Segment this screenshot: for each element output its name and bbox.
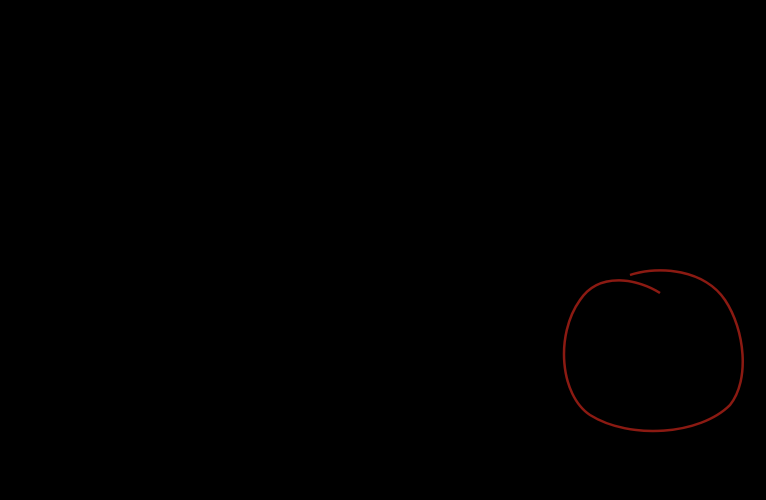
x-tick-label: 0.95	[85, 430, 110, 445]
x-tick-label: 1.11	[425, 430, 449, 445]
x-tick-label: 1.25	[725, 430, 750, 445]
x-tick-label: 1.18	[575, 430, 600, 445]
chart-title: Defensive Transition Points Per Possessi…	[20, 11, 653, 31]
bar	[437, 88, 474, 424]
y-tick-label: 50	[76, 50, 90, 65]
x-tick-label: 1.06	[311, 430, 336, 445]
x-tick-label: 1.14	[499, 430, 524, 445]
bar	[249, 387, 286, 424]
bar	[550, 278, 587, 424]
x-tick-label: 1.23	[688, 430, 713, 445]
x-tick-label: 1.20	[612, 430, 637, 445]
bar	[588, 307, 625, 424]
y-tick-label: 30	[76, 196, 90, 211]
x-tick-label: 1.07	[349, 430, 374, 445]
x-tick-label: 1.00	[198, 430, 223, 445]
y-tick-label: 0	[83, 415, 90, 430]
bar	[362, 117, 399, 425]
x-tick-label: 0.99	[161, 430, 186, 445]
x-tick-label: 1.21	[650, 430, 675, 445]
bar	[663, 409, 700, 424]
y-tick-label: 40	[76, 123, 90, 138]
x-tick-label: 1.16	[537, 430, 562, 445]
bar	[400, 226, 436, 424]
x-tick-label: 1.09	[387, 430, 412, 445]
y-tick-label: 20	[76, 269, 90, 284]
x-tick-label: 0.97	[123, 430, 148, 445]
y-axis-label: # of Team Seasons	[27, 197, 42, 309]
bar	[475, 102, 512, 425]
x-axis-label: Points Per Possession Allowed	[329, 473, 507, 488]
bar	[211, 409, 248, 424]
bar	[99, 416, 135, 424]
x-tick-label: 1.13	[462, 430, 487, 445]
bar	[324, 205, 361, 424]
x-tick-label: 1.04	[274, 430, 299, 445]
x-tick-label: 1.02	[236, 430, 261, 445]
y-tick-label: 10	[76, 342, 90, 357]
bar	[287, 278, 323, 424]
bar	[513, 117, 549, 425]
bar	[626, 394, 662, 424]
